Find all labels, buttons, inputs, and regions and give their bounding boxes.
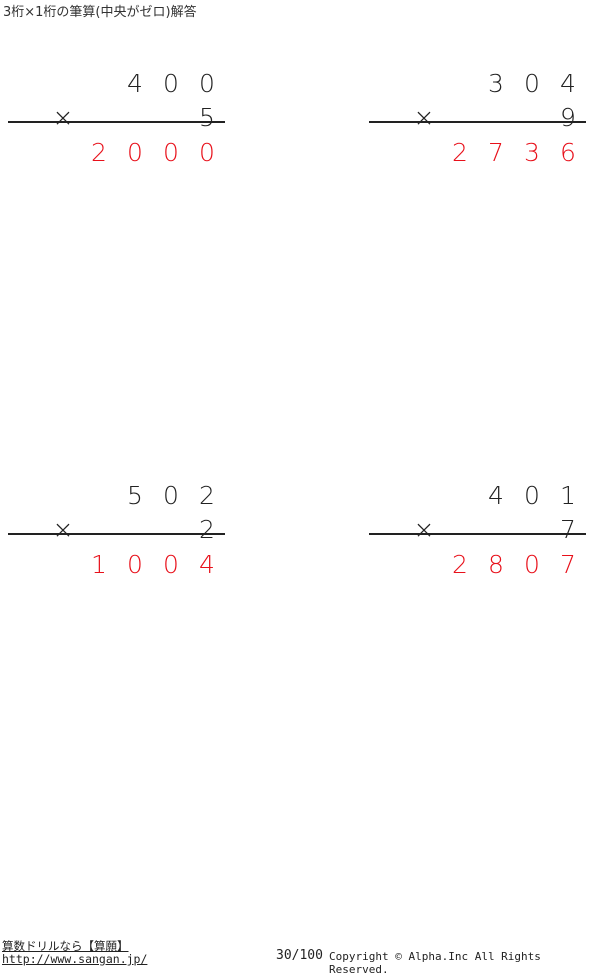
multiplicand-digit: 4 [560, 69, 576, 98]
multiplicand-digit: 0 [163, 481, 179, 510]
answer-line [369, 121, 586, 123]
multiplier-digit: 7 [560, 515, 576, 544]
times-sign: × [413, 515, 435, 544]
answer-digit: 7 [488, 138, 504, 167]
answer-digit: 1 [91, 550, 107, 579]
multiplicand-digit: 4 [488, 481, 504, 510]
multiplication-problem: 5 0 2 × 2 1 0 0 4 [8, 481, 228, 591]
multiplier-digit: 2 [199, 515, 215, 544]
page-number: 30/100 [276, 948, 323, 963]
answer-digit: 3 [524, 138, 540, 167]
answer-digit: 0 [163, 550, 179, 579]
multiplicand-digit: 0 [163, 69, 179, 98]
multiplicand-digit: 1 [560, 481, 576, 510]
site-url-link[interactable]: http://www.sangan.jp/ [2, 952, 148, 966]
answer-digit: 0 [127, 550, 143, 579]
page-title: 3桁×1桁の筆算(中央がゼロ)解答 [3, 5, 197, 20]
answer-line [8, 533, 225, 535]
multiplicand-digit: 3 [488, 69, 504, 98]
answer-digit: 6 [560, 138, 576, 167]
answer-digit: 2 [91, 138, 107, 167]
copyright: Copyright © Alpha.Inc All Rights Reserve… [329, 950, 541, 976]
multiplier-digit: 5 [199, 103, 215, 132]
answer-digit: 7 [560, 550, 576, 579]
multiplicand-digit: 2 [199, 481, 215, 510]
times-sign: × [52, 515, 74, 544]
multiplicand-digit: 0 [524, 481, 540, 510]
multiplicand-digit: 0 [199, 69, 215, 98]
multiplicand-digit: 5 [127, 481, 143, 510]
answer-digit: 0 [127, 138, 143, 167]
times-sign: × [52, 103, 74, 132]
answer-line [8, 121, 225, 123]
answer-digit: 0 [524, 550, 540, 579]
answer-digit: 2 [452, 138, 468, 167]
multiplicand-digit: 0 [524, 69, 540, 98]
site-name-link[interactable]: 算数ドリルなら【算願】 [2, 939, 129, 953]
multiplicand-digit: 4 [127, 69, 143, 98]
answer-digit: 0 [199, 138, 215, 167]
answer-digit: 2 [452, 550, 468, 579]
answer-line [369, 533, 586, 535]
multiplication-problem: 3 0 4 × 9 2 7 3 6 [369, 69, 589, 179]
answer-digit: 0 [163, 138, 179, 167]
times-sign: × [413, 103, 435, 132]
multiplication-problem: 4 0 1 × 7 2 8 0 7 [369, 481, 589, 591]
answer-digit: 4 [199, 550, 215, 579]
multiplier-digit: 9 [560, 103, 576, 132]
answer-digit: 8 [488, 550, 504, 579]
multiplication-problem: 4 0 0 × 5 2 0 0 0 [8, 69, 228, 179]
